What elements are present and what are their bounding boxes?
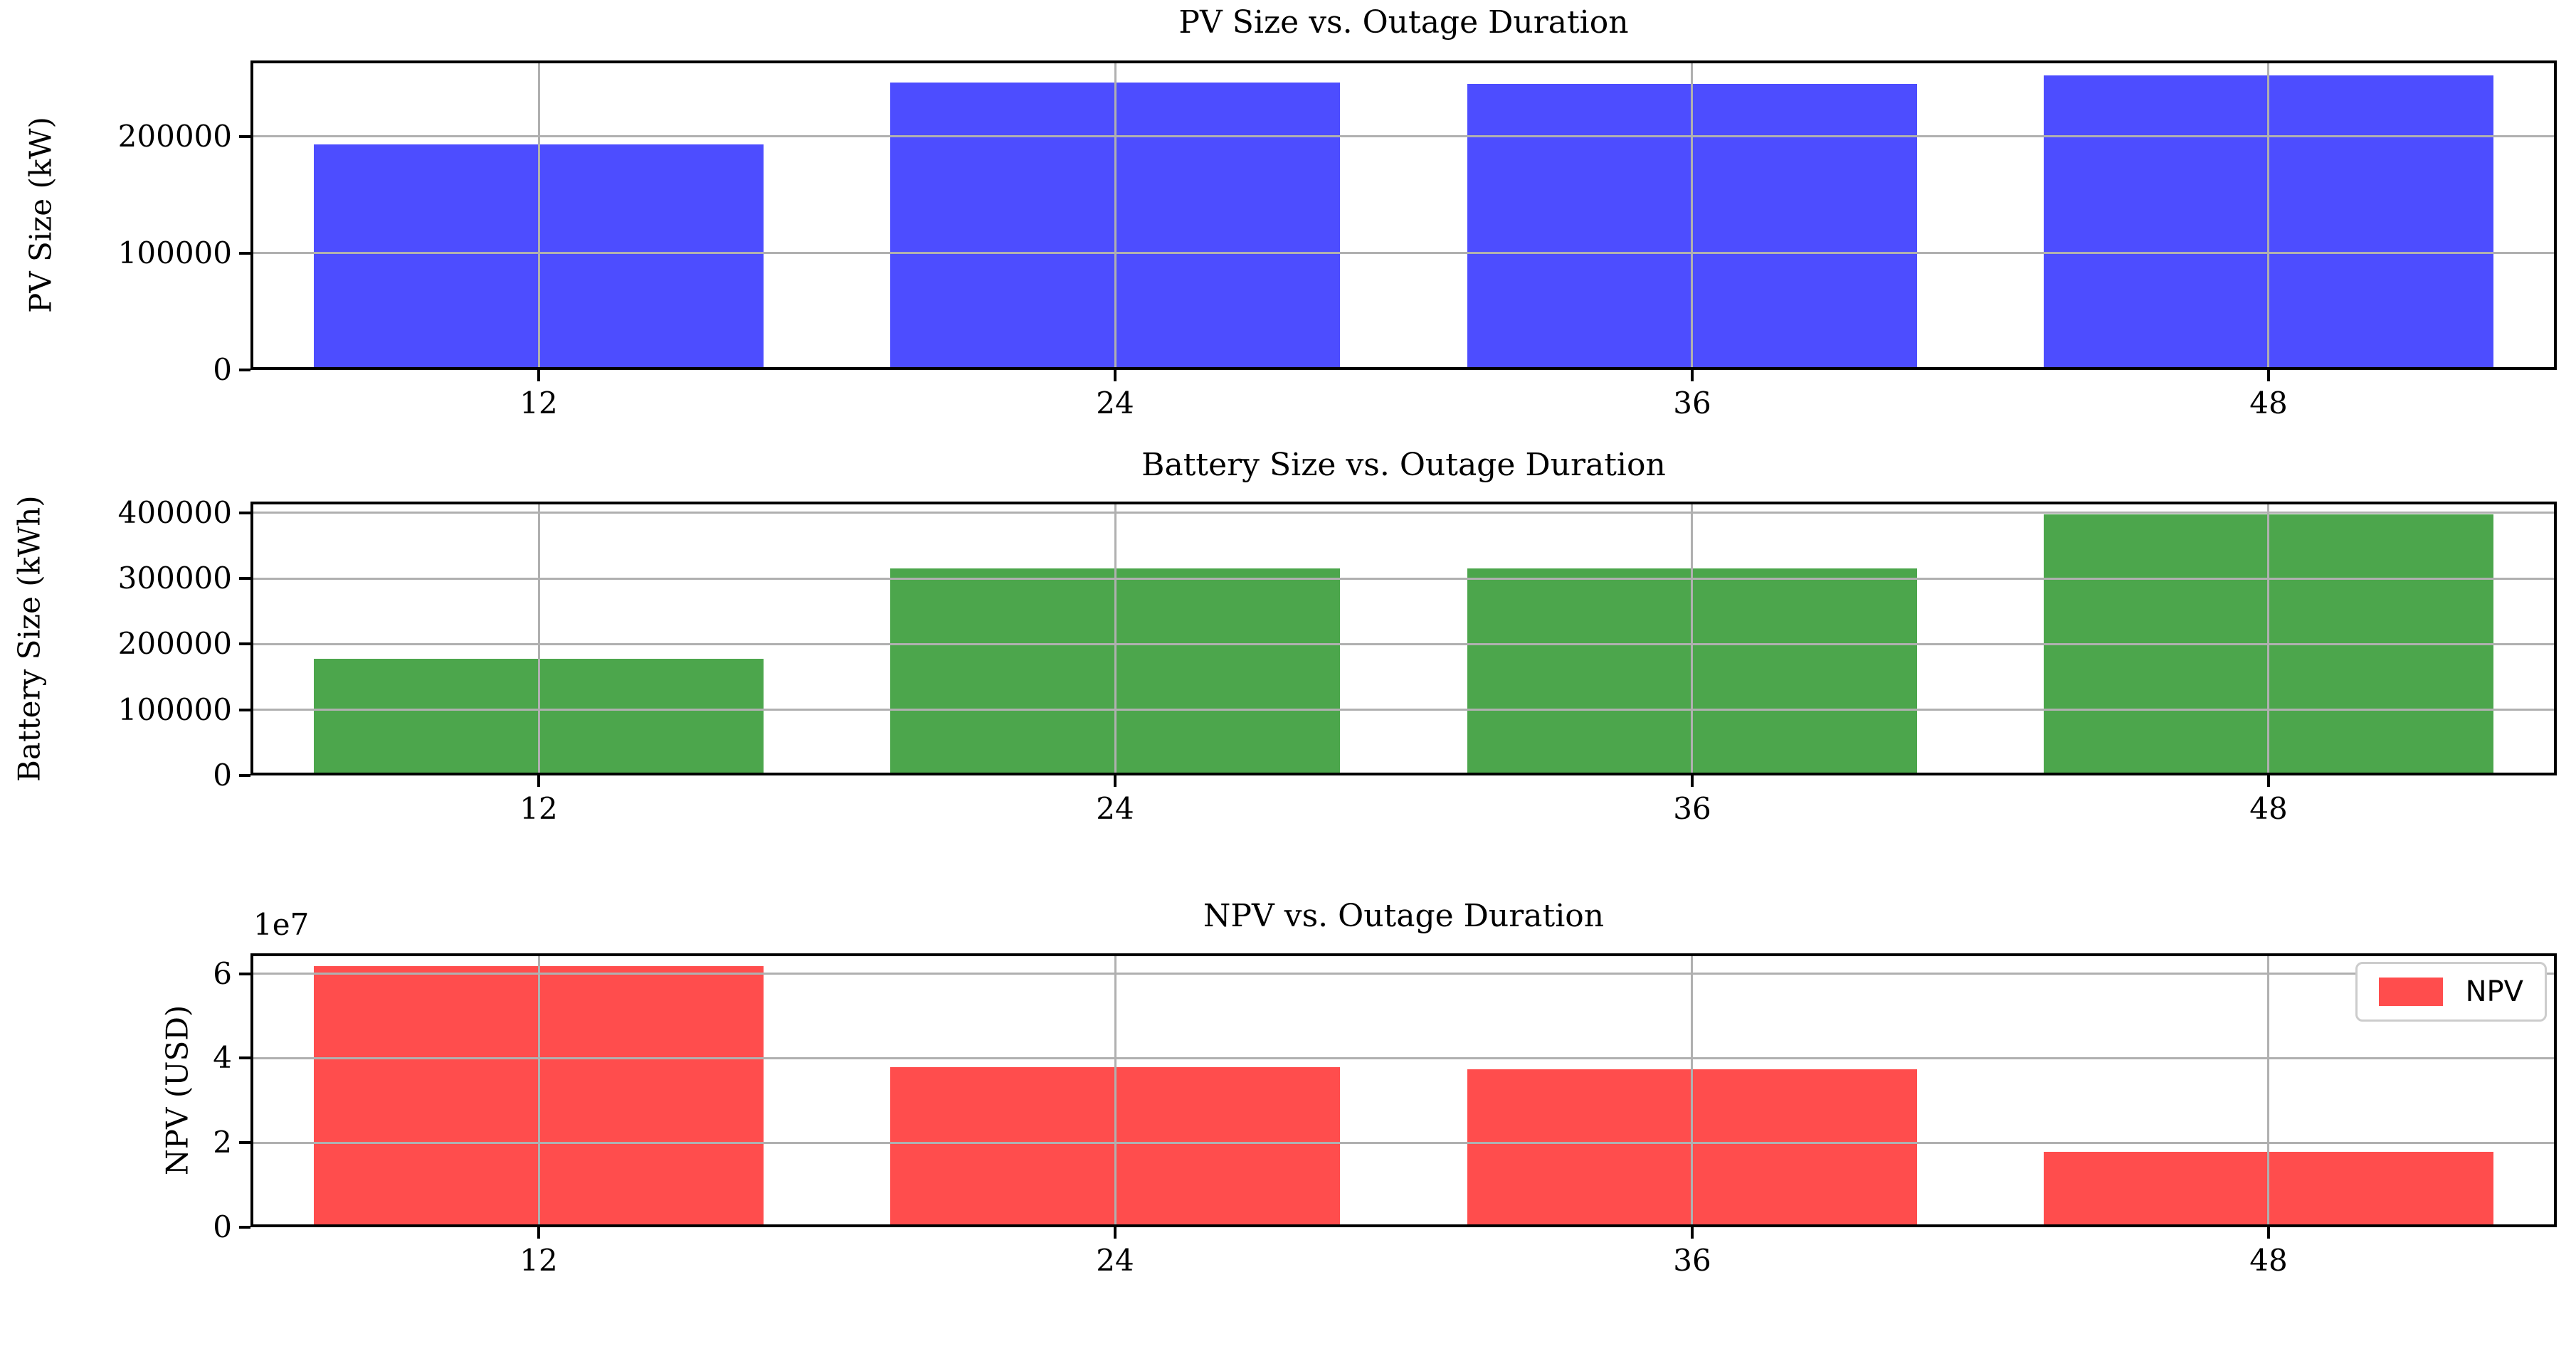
x-tick-mark [2267,370,2270,381]
x-tick-mark [1114,1227,1117,1239]
legend: NPV [2355,962,2547,1022]
y-tick-label-battery: 0 [213,758,232,793]
v-gridline [2267,953,2269,1227]
h-gridline [250,135,2557,137]
x-tick-mark [2267,775,2270,787]
y-tick-mark [239,1141,250,1144]
v-gridline [1691,60,1693,370]
v-gridline [538,60,540,370]
v-gridline [2267,502,2269,775]
h-gridline [250,1142,2557,1144]
x-tick-label-npv: 48 [2249,1243,2288,1278]
plot-area-battery [250,502,2557,775]
v-gridline [2267,60,2269,370]
y-axis-offset-text: 1e7 [253,907,310,942]
chart-title-pv: PV Size vs. Outage Duration [1178,4,1629,41]
x-tick-mark [1691,1227,1694,1239]
y-axis-label-pv: PV Size (kW) [23,117,58,314]
y-tick-label-battery: 300000 [117,561,232,595]
x-tick-mark [1691,775,1694,787]
y-tick-label-battery: 400000 [117,495,232,530]
y-axis-label-npv: NPV (USD) [159,1005,195,1176]
h-gridline [250,973,2557,975]
legend-swatch-npv [2378,978,2443,1006]
x-tick-label-pv: 36 [1673,386,1711,420]
v-gridline [538,953,540,1227]
h-gridline [250,578,2557,580]
x-tick-label-pv: 48 [2249,386,2288,420]
y-tick-mark [239,512,250,514]
x-tick-mark [537,775,540,787]
x-tick-mark [1691,370,1694,381]
x-tick-label-battery: 12 [519,791,558,826]
y-tick-mark [239,577,250,580]
y-tick-mark [239,642,250,645]
y-tick-mark [239,709,250,711]
plot-area-npv [250,953,2557,1227]
y-tick-mark [239,135,250,138]
y-tick-label-battery: 200000 [117,626,232,661]
x-tick-label-npv: 12 [519,1243,558,1278]
x-tick-mark [1114,370,1117,381]
v-gridline [1691,953,1693,1227]
x-tick-label-npv: 36 [1673,1243,1711,1278]
h-gridline [250,709,2557,711]
y-tick-mark [239,252,250,255]
x-tick-mark [1114,775,1117,787]
v-gridline [538,502,540,775]
x-tick-label-pv: 24 [1096,386,1134,420]
chart-title-battery: Battery Size vs. Outage Duration [1141,447,1666,483]
chart-title-npv: NPV vs. Outage Duration [1203,898,1605,934]
v-gridline [1114,60,1117,370]
v-gridline [1691,502,1693,775]
y-tick-label-npv: 6 [213,956,232,991]
y-tick-label-npv: 2 [213,1125,232,1160]
x-tick-label-npv: 24 [1096,1243,1134,1278]
v-gridline [1114,953,1117,1227]
plot-area-pv [250,60,2557,370]
x-tick-mark [537,370,540,381]
h-gridline [250,252,2557,254]
h-gridline [250,1057,2557,1059]
x-tick-label-battery: 48 [2249,791,2288,826]
h-gridline [250,369,2557,370]
x-tick-label-pv: 12 [519,386,558,420]
y-tick-label-pv: 100000 [117,235,232,270]
x-tick-label-battery: 24 [1096,791,1134,826]
x-tick-label-battery: 36 [1673,791,1711,826]
y-tick-mark [239,1056,250,1059]
y-tick-label-pv: 0 [213,352,232,387]
y-tick-mark [239,369,250,371]
h-gridline [250,512,2557,514]
h-gridline [250,643,2557,645]
y-tick-label-npv: 4 [213,1040,232,1075]
y-tick-label-battery: 100000 [117,692,232,727]
legend-label: NPV [2465,975,2523,1008]
y-tick-label-npv: 0 [213,1209,232,1244]
y-tick-label-pv: 200000 [117,119,232,154]
y-tick-mark [239,1226,250,1229]
x-tick-mark [2267,1227,2270,1239]
y-tick-mark [239,774,250,777]
y-tick-mark [239,973,250,975]
x-tick-mark [537,1227,540,1239]
v-gridline [1114,502,1117,775]
